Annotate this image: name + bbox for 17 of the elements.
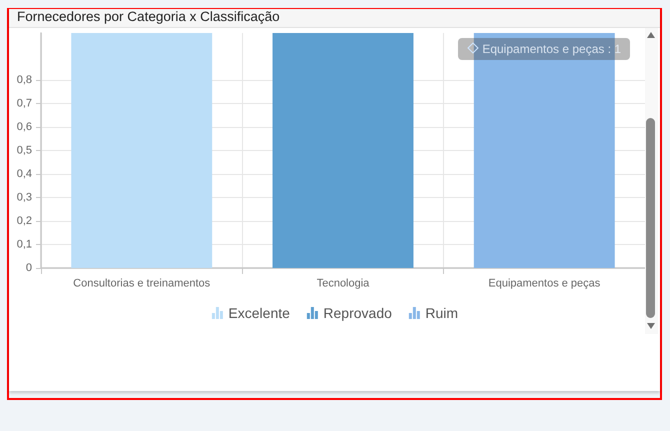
y-tick-label: 0,6 — [16, 121, 32, 133]
y-tick-label: 0,5 — [16, 144, 32, 156]
x-tick-label: Equipamentos e peças — [488, 278, 601, 290]
y-tick-label: 0 — [26, 262, 32, 274]
y-tick-label: 0,2 — [16, 215, 32, 227]
y-tick-label: 0,8 — [16, 74, 32, 86]
x-tick-label: Tecnologia — [316, 278, 370, 290]
annotation: Equipamentos e peças : 1 — [458, 38, 630, 60]
legend-label: Reprovado — [323, 305, 392, 321]
chart-title: Fornecedores por Categoria x Classificação — [17, 8, 280, 26]
y-tick-label: 0,7 — [16, 98, 32, 110]
y-tick-label: 0,3 — [16, 192, 32, 204]
y-tick-label: 0,1 — [16, 238, 32, 250]
legend-label: Ruim — [425, 305, 458, 321]
y-tick-label: 0,4 — [16, 168, 32, 180]
legend-label: Excelente — [228, 305, 290, 321]
x-tick-label: Consultorias e treinamentos — [73, 278, 211, 290]
